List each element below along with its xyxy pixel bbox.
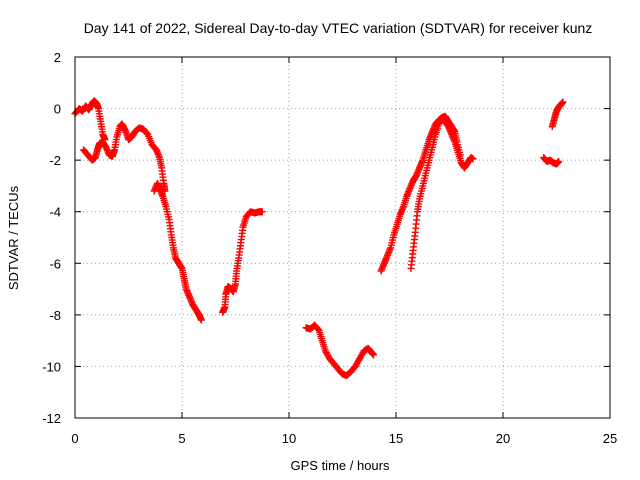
y-tick-label: -10 xyxy=(42,359,61,374)
data-point xyxy=(456,151,464,159)
y-tick-label: -8 xyxy=(49,308,61,323)
data-point xyxy=(469,155,477,163)
x-tick-label: 25 xyxy=(603,431,617,446)
x-tick-label: 20 xyxy=(496,431,510,446)
x-tick-label: 5 xyxy=(178,431,185,446)
data-point xyxy=(197,316,205,324)
data-point xyxy=(314,325,322,333)
data-points xyxy=(71,97,567,379)
data-point xyxy=(370,351,378,359)
y-tick-label: -4 xyxy=(49,205,61,220)
y-tick-label: -6 xyxy=(49,256,61,271)
tick-labels: 0 5 10 15 20 25 -12 -10 -8 -6 -4 -2 0 2 xyxy=(42,50,617,446)
chart-title: Day 141 of 2022, Sidereal Day-to-day VTE… xyxy=(84,20,593,36)
x-tick-label: 10 xyxy=(282,431,296,446)
data-point xyxy=(555,157,563,165)
data-point xyxy=(258,208,266,216)
x-tick-label: 15 xyxy=(389,431,403,446)
x-axis-label: GPS time / hours xyxy=(291,458,390,473)
y-axis-label: SDTVAR / TECUs xyxy=(6,185,21,290)
data-point xyxy=(559,98,567,106)
y-tick-label: -2 xyxy=(49,153,61,168)
plot-frame xyxy=(74,56,611,419)
grid xyxy=(75,57,610,418)
y-tick-label: 2 xyxy=(54,50,61,65)
y-tick-label: -12 xyxy=(42,411,61,426)
ticks xyxy=(74,56,611,419)
y-tick-label: 0 xyxy=(54,102,61,117)
x-tick-label: 0 xyxy=(71,431,78,446)
